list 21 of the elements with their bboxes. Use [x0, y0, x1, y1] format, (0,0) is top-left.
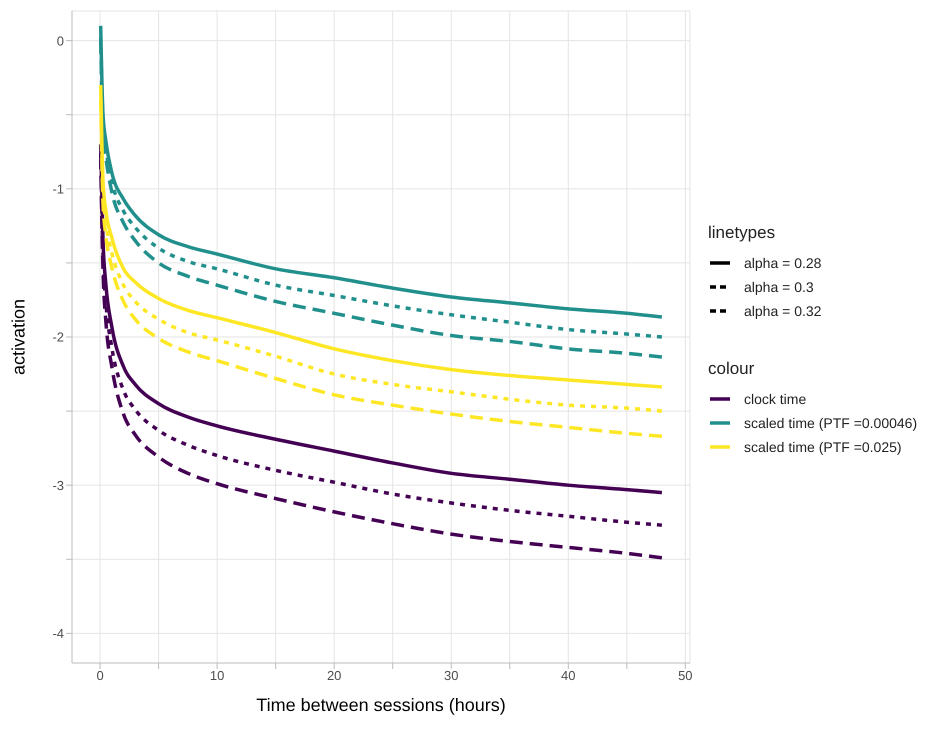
y-tick-label: -2	[52, 330, 64, 345]
y-tick-label: -3	[52, 478, 64, 493]
y-tick-label: -4	[52, 626, 64, 641]
legend-label: clock time	[744, 391, 806, 407]
y-tick-label: 0	[56, 33, 64, 48]
x-axis-title: Time between sessions (hours)	[256, 695, 506, 715]
x-tick-label: 0	[96, 668, 104, 684]
legend-label: scaled time (PTF =0.025)	[744, 439, 902, 455]
x-tick-label: 30	[444, 668, 458, 684]
x-tick-label: 50	[678, 668, 693, 684]
y-tick-label: -1	[52, 181, 64, 196]
x-tick-label: 20	[326, 668, 342, 684]
legend-title: colour	[708, 359, 756, 379]
y-axis-title: activation	[8, 298, 28, 376]
x-tick-label: 10	[210, 668, 224, 684]
text: alpha = 0.28	[744, 255, 822, 271]
text: linetypes	[708, 223, 776, 243]
text: alpha = 0.3	[744, 279, 814, 295]
legend-label: scaled time (PTF =0.00046)	[744, 415, 918, 431]
text: alpha = 0.32	[744, 303, 822, 319]
x-tick-label: 40	[561, 668, 576, 684]
